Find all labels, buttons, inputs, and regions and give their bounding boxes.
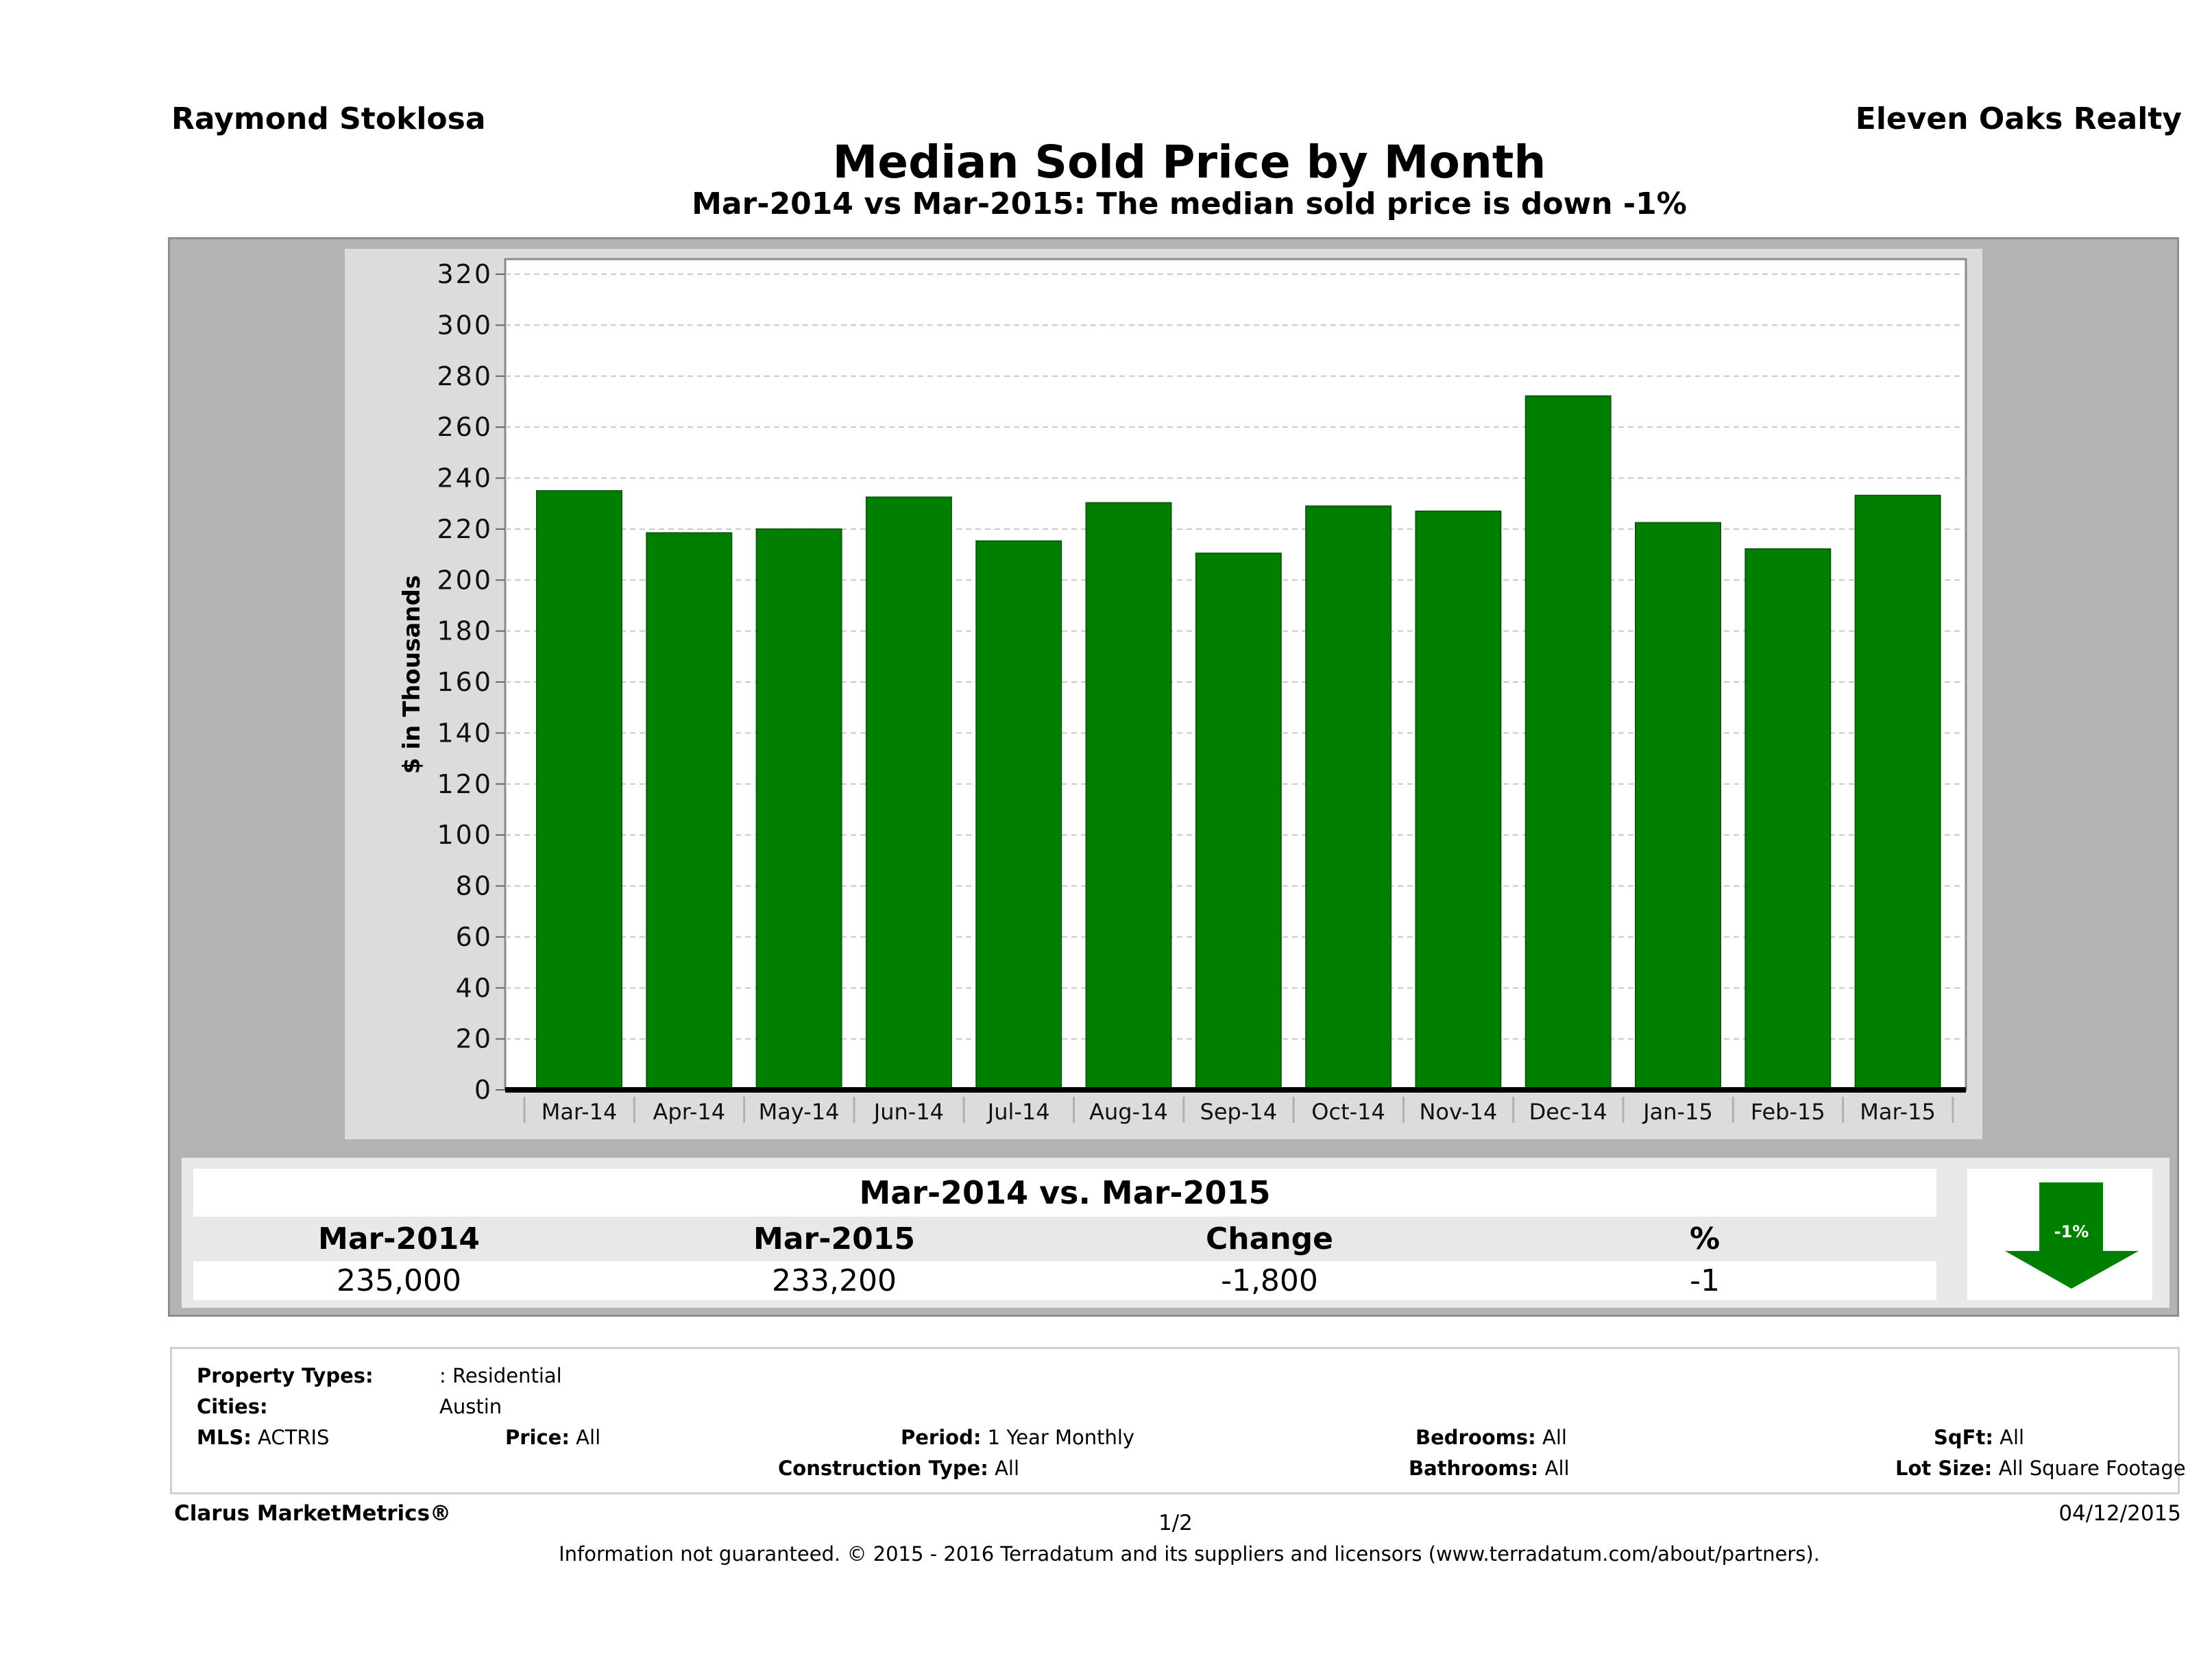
summary-values-row: 235,000 233,200 -1,800 -1 — [193, 1261, 1936, 1300]
y-tick-label: 40 — [456, 973, 493, 1003]
y-tick-label: 220 — [437, 514, 493, 544]
summary-value-percent: -1 — [1690, 1263, 1720, 1298]
y-axis-label: $ in Thousands — [398, 575, 426, 774]
x-axis-ticks: Mar-14 Apr-14 May-14 Jun-14 Jul-14 Aug-14 Sep-… — [523, 1097, 1954, 1125]
y-tick-label: 300 — [437, 310, 493, 340]
bar-apr-14 — [646, 532, 733, 1091]
filter-construction-label: Construction Type: — [778, 1457, 988, 1480]
x-tick-label: Jun-14 — [873, 1099, 944, 1125]
footer-date: 04/12/2015 — [2058, 1501, 2181, 1526]
bar-chart: 0 20 40 60 80 100 120 140 160 180 200 220 240 260 280 3… — [398, 258, 1967, 1125]
summary-col-percent: % — [1689, 1221, 1721, 1256]
summary-header-row: Mar-2014 Mar-2015 Change % — [193, 1217, 1936, 1261]
x-tick-label: Nov-14 — [1419, 1099, 1497, 1125]
y-tick-label: 280 — [437, 361, 493, 391]
bar-mar-15 — [1854, 494, 1941, 1091]
filter-period-label: Period: — [901, 1426, 982, 1449]
chart-subtitle: Mar-2014 vs Mar-2015: The median sold pr… — [692, 186, 1687, 221]
filter-sqft-value: All — [2000, 1426, 2025, 1449]
filter-period-value: 1 Year Monthly — [987, 1426, 1135, 1449]
bar-nov-14 — [1415, 510, 1502, 1091]
summary-title: Mar-2014 vs. Mar-2015 — [193, 1169, 1936, 1217]
y-tick-label: 180 — [437, 616, 493, 646]
bar-may-14 — [755, 528, 842, 1091]
company-name: Eleven Oaks Realty — [1855, 101, 2182, 136]
y-tick-label: 260 — [437, 412, 493, 442]
trend-arrow-label: -1% — [2054, 1222, 2089, 1241]
filter-cities-label: Cities: — [197, 1395, 268, 1418]
summary-value-mar2015: 233,200 — [772, 1263, 897, 1298]
y-tick-label: 140 — [437, 718, 493, 748]
y-tick-label: 160 — [437, 667, 493, 697]
filter-bathrooms-label: Bathrooms: — [1409, 1457, 1539, 1480]
y-tick-label: 60 — [456, 922, 493, 952]
y-tick-label: 0 — [474, 1075, 493, 1105]
y-tick-label: 120 — [437, 769, 493, 799]
y-tick-label: 240 — [437, 463, 493, 494]
bars — [536, 395, 1941, 1091]
x-tick-label: Apr-14 — [653, 1099, 726, 1125]
filter-property-types-label: Property Types: — [197, 1364, 374, 1387]
x-tick-label: Jul-14 — [986, 1099, 1050, 1125]
x-tick-label: May-14 — [759, 1099, 840, 1125]
x-tick-label: Dec-14 — [1529, 1099, 1607, 1125]
y-tick-label: 200 — [437, 565, 493, 595]
filter-price-label: Price: — [505, 1426, 570, 1449]
filter-property-types-value: : Residential — [439, 1364, 562, 1387]
chart-title: Median Sold Price by Month — [832, 136, 1546, 189]
down-arrow-icon: -1% — [2005, 1182, 2139, 1289]
trend-arrow-box: -1% — [1967, 1169, 2152, 1300]
filter-lotsize-value: All Square Footage — [1998, 1457, 2186, 1480]
bar-jun-14 — [865, 496, 952, 1091]
agent-name: Raymond Stoklosa — [171, 101, 486, 136]
x-tick-label: Feb-15 — [1751, 1099, 1825, 1125]
bar-dec-14 — [1524, 395, 1612, 1091]
filter-lotsize-label: Lot Size: — [1895, 1457, 1993, 1480]
y-axis-ticks: 0 20 40 60 80 100 120 140 160 180 200 220 240 260 280 3… — [437, 259, 505, 1105]
x-tick-label: Jan-15 — [1642, 1099, 1713, 1125]
footer-brand: Clarus MarketMetrics® — [174, 1501, 452, 1526]
filter-construction-value: All — [995, 1457, 1020, 1480]
bar-jan-15 — [1635, 522, 1721, 1091]
x-tick-label: Mar-14 — [542, 1099, 618, 1125]
x-tick-label: Mar-15 — [1860, 1099, 1936, 1125]
filter-cities-value: Austin — [439, 1395, 502, 1418]
filter-mls-value: ACTRIS — [258, 1426, 330, 1449]
summary-col-mar2014: Mar-2014 — [318, 1221, 480, 1256]
filter-bathrooms-value: All — [1544, 1457, 1570, 1480]
bar-jul-14 — [975, 540, 1062, 1091]
y-tick-label: 320 — [437, 259, 493, 289]
bar-oct-14 — [1305, 505, 1392, 1091]
y-tick-label: 100 — [437, 820, 493, 850]
filter-bedrooms-label: Bedrooms: — [1415, 1426, 1536, 1449]
summary-value-change: -1,800 — [1221, 1263, 1318, 1298]
filter-bedrooms-value: All — [1542, 1426, 1567, 1449]
summary-value-mar2014: 235,000 — [337, 1263, 461, 1298]
y-tick-label: 80 — [456, 871, 493, 901]
filter-sqft-label: SqFt: — [1934, 1426, 1993, 1449]
filter-price-value: All — [576, 1426, 601, 1449]
summary-col-mar2015: Mar-2015 — [753, 1221, 915, 1256]
bar-sep-14 — [1195, 552, 1282, 1091]
x-tick-label: Sep-14 — [1200, 1099, 1278, 1125]
summary-col-change: Change — [1206, 1221, 1333, 1256]
bar-mar-14 — [536, 490, 622, 1091]
y-tick-label: 20 — [456, 1024, 493, 1054]
bar-aug-14 — [1085, 502, 1172, 1091]
x-tick-label: Aug-14 — [1089, 1099, 1168, 1125]
filter-mls-label: MLS: — [197, 1426, 252, 1449]
footer-page-number: 1/2 — [1158, 1511, 1193, 1535]
footer-legal-notice: Information not guaranteed. © 2015 - 201… — [559, 1542, 1820, 1566]
x-tick-label: Oct-14 — [1311, 1099, 1385, 1125]
filters-panel: Property Types: : Residential Cities: Au… — [170, 1347, 2186, 1494]
bar-feb-15 — [1745, 548, 1832, 1091]
